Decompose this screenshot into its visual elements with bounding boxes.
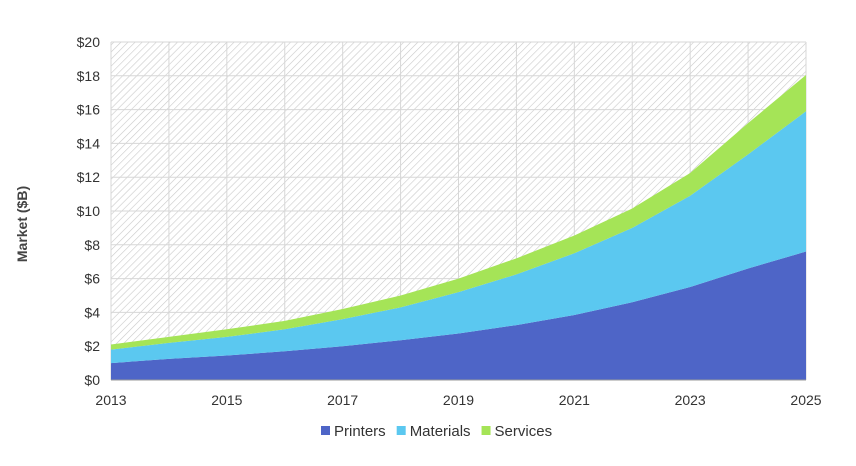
y-tick-label: $12 — [77, 169, 101, 185]
y-tick-label: $8 — [84, 237, 100, 253]
x-tick-label: 2023 — [675, 392, 706, 408]
x-tick-label: 2017 — [327, 392, 358, 408]
area-series — [111, 74, 806, 380]
y-tick-label: $0 — [84, 372, 100, 388]
axes: $0 $2 $4 $6 $8 $10 $12 $14 $16 $18 $20 2013 2015 2017… — [77, 34, 822, 408]
y-axis-label: Market ($B) — [14, 186, 30, 262]
y-tick-label: $6 — [84, 271, 100, 287]
legend: Printers Materials Services — [321, 423, 552, 440]
y-tick-label: $2 — [84, 338, 100, 354]
x-tick-label: 2015 — [211, 392, 242, 408]
y-tick-label: $16 — [77, 102, 101, 118]
legend-swatch-printers — [321, 426, 330, 435]
legend-swatch-materials — [396, 426, 406, 435]
y-tick-label: $4 — [84, 304, 100, 320]
y-tick-label: $10 — [77, 203, 101, 219]
y-tick-label: $18 — [77, 68, 101, 84]
y-tick-label: $14 — [77, 135, 101, 151]
x-tick-label: 2025 — [790, 392, 821, 408]
x-tick-label: 2013 — [95, 392, 126, 408]
legend-label-services: Services — [495, 423, 553, 440]
x-tick-label: 2019 — [443, 392, 474, 408]
legend-label-materials: Materials — [410, 423, 471, 440]
legend-swatch-services — [481, 426, 491, 435]
y-tick-label: $20 — [77, 34, 101, 50]
x-tick-label: 2021 — [559, 392, 590, 408]
area-materials — [111, 111, 806, 364]
legend-label-printers: Printers — [334, 423, 386, 440]
area-printers — [111, 251, 806, 380]
